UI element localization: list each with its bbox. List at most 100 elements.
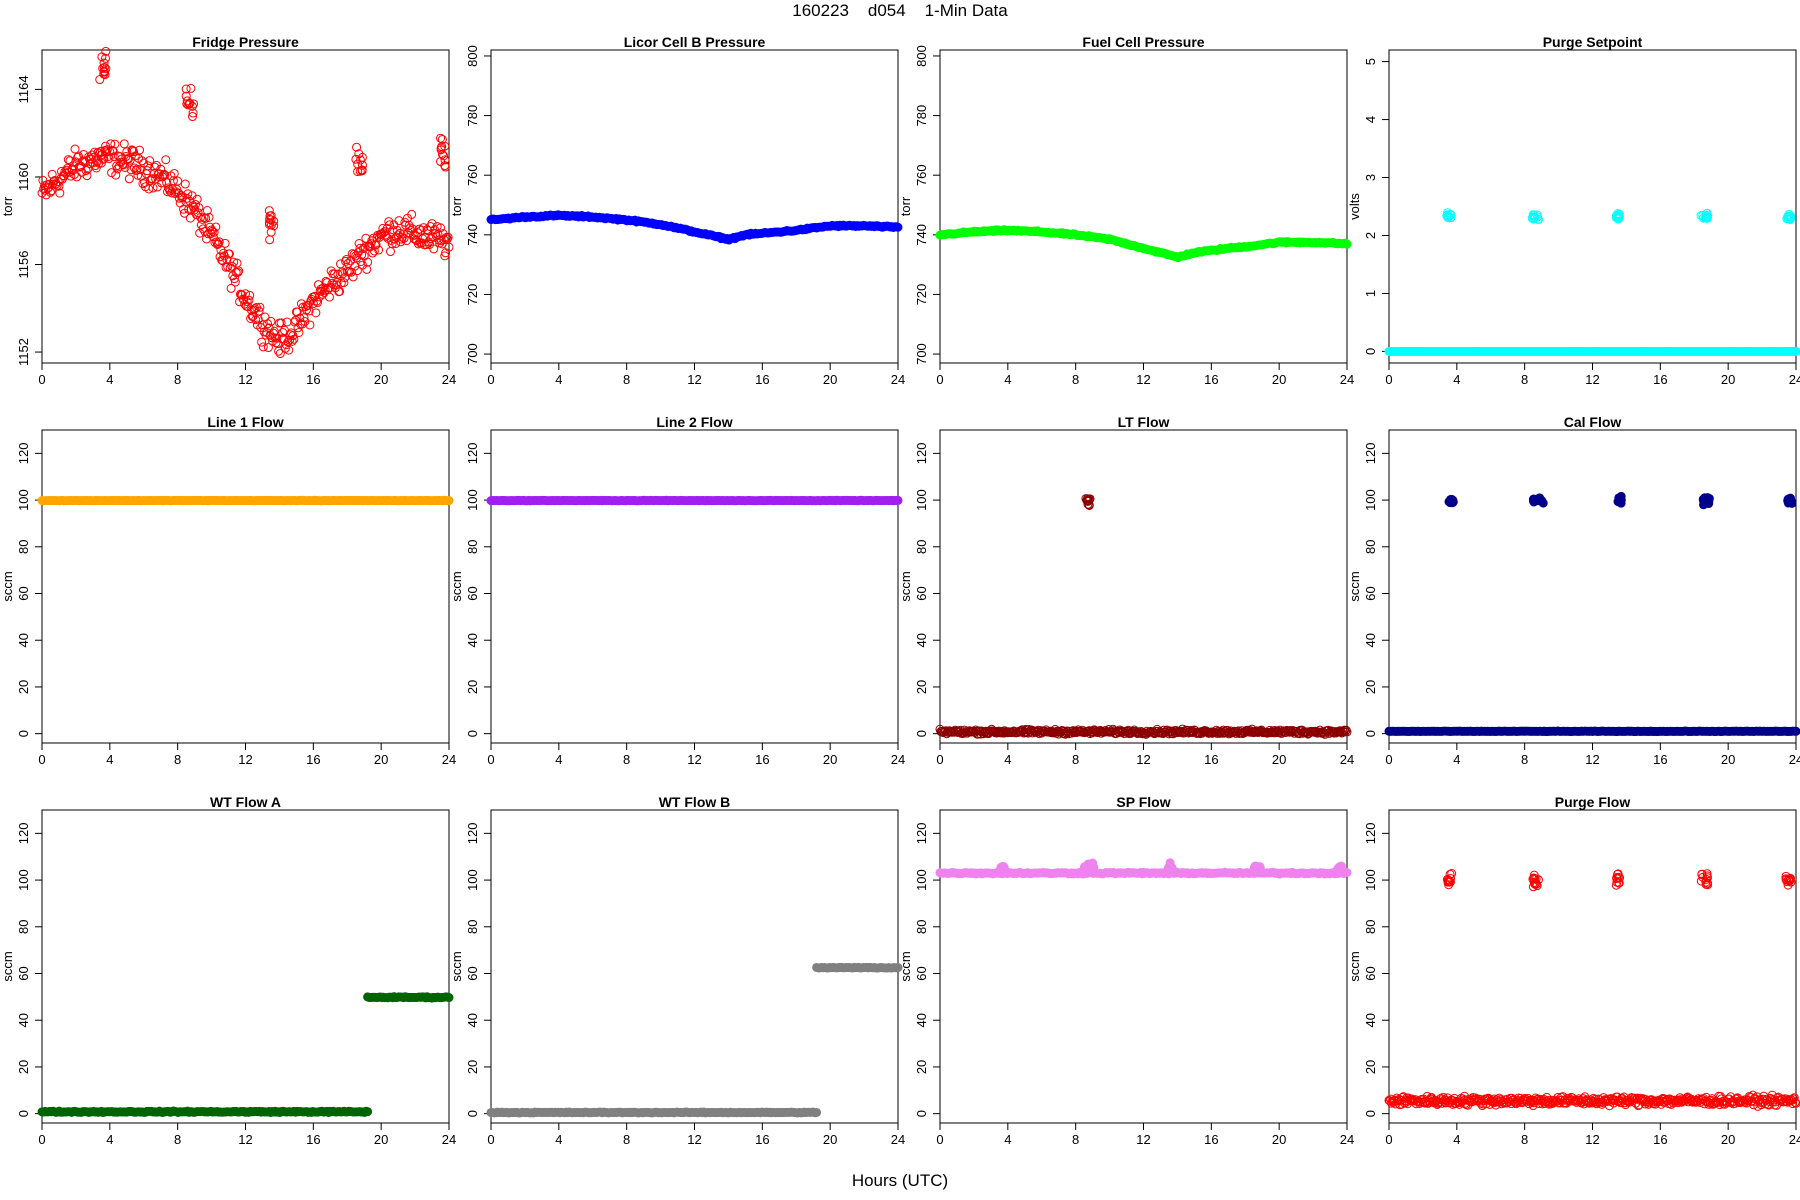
series-lt-flow	[935, 494, 1352, 739]
data-point	[385, 220, 395, 230]
panel-title: Licor Cell B Pressure	[624, 34, 766, 50]
x-tick-label: 12	[1585, 372, 1599, 387]
data-point	[185, 213, 195, 223]
x-tick-label: 24	[442, 372, 456, 387]
data-point	[99, 69, 109, 79]
data-point	[289, 334, 299, 344]
y-tick-label: 120	[16, 823, 31, 845]
data-point	[321, 276, 331, 286]
data-point	[272, 333, 282, 343]
data-point	[1613, 497, 1623, 507]
y-tick-label: 80	[914, 920, 929, 934]
data-point	[193, 208, 203, 218]
data-point	[145, 156, 155, 166]
data-point	[394, 216, 404, 226]
x-tick-label: 4	[106, 752, 113, 767]
y-axis-label: sccm	[1347, 951, 1362, 981]
y-tick-label: 60	[1363, 586, 1378, 600]
y-tick-label: 20	[16, 680, 31, 694]
x-tick-label: 20	[374, 372, 388, 387]
data-point	[276, 318, 286, 328]
y-axis-label: sccm	[0, 571, 15, 601]
data-point	[340, 273, 350, 283]
data-point	[186, 83, 196, 93]
data-point	[180, 179, 190, 189]
panel-purge-flow: Purge Flow 0 4 8 12 16 20 24 0 20 40 60 80 100 120 sccm	[1347, 794, 1800, 1147]
data-point	[369, 246, 379, 256]
y-tick-label: 40	[1363, 1013, 1378, 1027]
y-tick-label: 100	[1363, 489, 1378, 511]
data-point	[324, 292, 334, 302]
data-point	[444, 242, 454, 252]
panel-wt-flow-a: WT Flow A 0 4 8 12 16 20 24 0 20 40 60 80 100 120 sccm	[0, 794, 456, 1147]
x-tick-label: 16	[1204, 372, 1218, 387]
x-tick-label: 4	[555, 1132, 562, 1147]
x-tick-label: 0	[936, 1132, 943, 1147]
series-wt-flow-b	[486, 962, 903, 1118]
panel-lt-flow: LT Flow 0 4 8 12 16 20 24 0 20 40 60 80 100 120 sccm	[898, 414, 1354, 767]
x-tick-label: 4	[1004, 752, 1011, 767]
x-tick-label: 8	[623, 1132, 630, 1147]
data-point	[227, 261, 237, 271]
data-point	[68, 165, 78, 175]
data-point	[1165, 865, 1175, 875]
data-point	[161, 155, 171, 165]
x-tick-label: 12	[687, 1132, 701, 1147]
y-tick-label: 100	[16, 869, 31, 891]
plot-frame	[1388, 429, 1797, 744]
y-tick-label: 800	[465, 45, 480, 67]
data-point	[182, 193, 192, 203]
x-tick-label: 8	[174, 752, 181, 767]
y-axis-label: volts	[1347, 193, 1362, 220]
data-point	[245, 290, 255, 300]
data-point	[82, 171, 92, 181]
y-tick-label: 80	[1363, 920, 1378, 934]
x-tick-label: 20	[1272, 752, 1286, 767]
data-point	[99, 62, 109, 72]
data-point	[271, 338, 281, 348]
y-tick-label: 80	[16, 540, 31, 554]
y-tick-label: 780	[914, 105, 929, 127]
data-point	[198, 224, 208, 234]
x-tick-label: 12	[238, 372, 252, 387]
x-tick-label: 16	[1204, 1132, 1218, 1147]
data-point	[72, 172, 82, 182]
data-point	[202, 206, 212, 216]
panel-title: LT Flow	[1118, 414, 1170, 430]
data-point	[255, 302, 265, 312]
y-axis-label: torr	[449, 196, 464, 216]
x-tick-label: 24	[1789, 372, 1800, 387]
data-point	[269, 216, 279, 226]
y-tick-label: 760	[465, 164, 480, 186]
data-point	[183, 189, 193, 199]
y-tick-label: 0	[1363, 348, 1378, 355]
x-tick-label: 24	[442, 752, 456, 767]
x-tick-label: 12	[1136, 1132, 1150, 1147]
y-tick-label: 20	[1363, 680, 1378, 694]
x-tick-label: 8	[1072, 372, 1079, 387]
data-point	[83, 164, 93, 174]
data-point	[249, 305, 259, 315]
data-point	[229, 257, 239, 267]
data-point	[246, 313, 256, 323]
data-point	[429, 244, 439, 254]
x-tick-label: 8	[174, 372, 181, 387]
x-tick-label: 24	[1340, 752, 1354, 767]
y-tick-label: 2	[1363, 232, 1378, 239]
panel-cal-flow: Cal Flow 0 4 8 12 16 20 24 0 20 40 60 80 100 120 sccm	[1347, 414, 1800, 767]
data-point	[305, 320, 315, 330]
x-tick-label: 4	[106, 1132, 113, 1147]
data-point	[440, 141, 450, 151]
data-point	[362, 264, 372, 274]
x-tick-label: 16	[755, 1132, 769, 1147]
data-point	[165, 186, 175, 196]
data-point	[407, 209, 417, 219]
data-point	[220, 238, 230, 248]
data-point	[154, 169, 164, 179]
x-tick-label: 0	[487, 752, 494, 767]
data-point	[242, 297, 252, 307]
data-point	[294, 327, 304, 337]
x-tick-label: 8	[174, 1132, 181, 1147]
y-tick-label: 80	[914, 540, 929, 554]
data-point	[436, 223, 446, 233]
